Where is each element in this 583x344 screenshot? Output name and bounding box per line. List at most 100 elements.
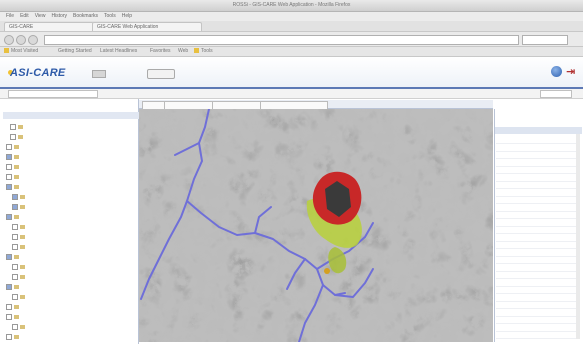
bookmark-4[interactable]: Favorites [150,48,171,55]
app-menu-button[interactable] [92,70,106,78]
layer-tree-item[interactable] [0,132,147,141]
browser-tab-2[interactable]: GIS-CARE Web Application [92,22,202,31]
property-row [496,189,578,197]
layer-tree-item[interactable] [0,192,149,201]
property-row [496,324,578,332]
folder-icon [20,204,25,209]
menu-bookmarks[interactable]: Bookmarks [73,13,99,19]
bookmark-1[interactable]: Most Visited [4,48,38,55]
folder-icon [14,334,19,339]
checkbox-checked-icon[interactable] [6,183,12,190]
map-status [230,336,410,342]
checkbox-checked-icon[interactable] [12,203,18,210]
layer-tree-item[interactable] [0,282,143,291]
property-row [496,301,578,309]
property-row [496,286,578,294]
layer-tree-item[interactable] [0,262,149,271]
layer-tree-item[interactable] [0,222,149,231]
folder-icon [14,174,19,179]
window-title: ROSSi - GIS-CARE Web Application - Mozil… [232,2,351,8]
river-lines [140,109,374,342]
property-row [496,331,578,339]
checkbox-checked-icon[interactable] [6,213,12,220]
forward-icon[interactable] [16,35,26,45]
property-row [496,181,578,189]
menu-history[interactable]: History [51,13,67,19]
checkbox-checked-icon[interactable] [6,153,12,160]
layer-tree-item[interactable] [0,122,147,131]
bookmark-6[interactable]: Tools [194,48,213,55]
checkbox-icon[interactable] [12,233,18,240]
bookmark-label: Latest Headlines [100,48,138,54]
layer-tree-item[interactable] [0,272,149,281]
property-row [496,271,578,279]
checkbox-icon[interactable] [12,263,18,270]
layer-panel-header [3,112,139,119]
bookmark-2[interactable]: Getting Started [58,48,92,55]
menu-edit[interactable]: Edit [20,13,29,19]
browser-tab-1[interactable]: GIS-CARE [4,22,94,31]
layer-tree-item[interactable] [0,212,143,221]
checkbox-icon[interactable] [6,143,12,150]
map-view[interactable] [139,109,493,342]
layer-tree-item[interactable] [0,332,143,341]
checkbox-checked-icon[interactable] [6,283,12,290]
app-logo: ASI-CARE [10,67,66,79]
layer-tree-item[interactable] [0,242,149,251]
checkbox-icon[interactable] [12,223,18,230]
layer-tree-item[interactable] [0,312,143,321]
checkbox-icon[interactable] [10,123,16,130]
layer-tree-item[interactable] [0,172,143,181]
browser-search-input[interactable] [522,35,568,45]
bookmark-5[interactable]: Web [178,48,188,55]
checkbox-icon[interactable] [12,293,18,300]
checkbox-icon[interactable] [12,243,18,250]
menu-help[interactable]: Help [121,13,132,19]
property-row [496,234,578,242]
menu-file[interactable]: File [6,13,15,19]
bookmark-label: Most Visited [11,48,39,54]
checkbox-icon[interactable] [10,133,16,140]
checkbox-icon[interactable] [12,323,18,330]
exit-icon[interactable]: ⇥ [566,66,576,78]
layer-tree-item[interactable] [0,252,143,261]
layer-tree-item[interactable] [0,232,149,241]
help-icon[interactable] [551,66,562,77]
map-tab-4[interactable] [260,101,328,109]
language-select[interactable] [540,90,572,98]
menu-view[interactable]: View [34,13,46,19]
folder-icon [14,184,19,189]
layer-tree-item[interactable] [0,182,143,191]
property-row [496,151,578,159]
layer-tree-item[interactable] [0,322,149,331]
url-input[interactable] [44,35,519,45]
layer-tree-item[interactable] [0,142,143,151]
map-tab-2[interactable] [164,101,216,109]
project-select[interactable] [8,90,98,98]
property-row [496,144,578,152]
checkbox-icon[interactable] [6,163,12,170]
reload-icon[interactable] [28,35,38,45]
checkbox-checked-icon[interactable] [6,253,12,260]
bookmark-3[interactable]: Latest Headlines [100,48,137,55]
layer-tree-item[interactable] [0,162,143,171]
properties-scrollbar[interactable] [576,134,580,339]
checkbox-icon[interactable] [6,333,12,340]
header-button[interactable] [147,69,175,79]
folder-icon [20,324,25,329]
layer-tree-item[interactable] [0,202,149,211]
checkbox-icon[interactable] [6,303,12,310]
checkbox-icon[interactable] [6,313,12,320]
checkbox-icon[interactable] [12,273,18,280]
folder-icon [20,264,25,269]
app-header [0,57,583,89]
checkbox-icon[interactable] [6,173,12,180]
back-icon[interactable] [4,35,14,45]
map-tab-3[interactable] [212,101,264,109]
checkbox-checked-icon[interactable] [12,193,18,200]
menu-tools[interactable]: Tools [104,13,116,19]
layer-tree-item[interactable] [0,292,149,301]
layer-tree-item[interactable] [0,152,143,161]
layer-tree-item[interactable] [0,302,143,311]
property-row [496,166,578,174]
